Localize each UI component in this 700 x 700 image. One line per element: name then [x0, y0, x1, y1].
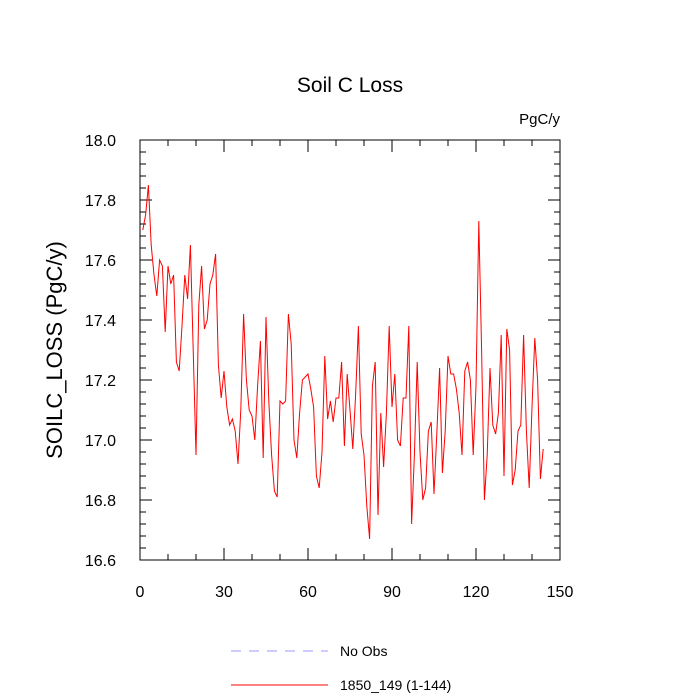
y-tick-label: 17.6	[85, 253, 116, 270]
y-tick-label: 18.0	[85, 133, 116, 150]
x-tick-label: 30	[215, 584, 233, 601]
plot-frame	[139, 139, 561, 561]
x-tick-label: 60	[299, 584, 317, 601]
x-tick-label: 90	[383, 584, 401, 601]
y-tick-label: 16.6	[85, 553, 116, 570]
y-tick-label: 17.2	[85, 373, 116, 390]
y-tick-label: 17.4	[85, 313, 116, 330]
tick-labels: 0 30 60 90 120 150 16.6 16.8 17.0 17.2 17.4 17.6 17.…	[85, 133, 574, 601]
legend: No Obs 1850_149 (1-144)	[231, 643, 451, 693]
data-series	[142, 184, 544, 540]
y-tick-label: 16.8	[85, 493, 116, 510]
legend-series-label: 1850_149 (1-144)	[340, 677, 451, 693]
x-tick-label: 120	[463, 584, 490, 601]
units-label: PgC/y	[519, 111, 560, 128]
y-axis-label: SOILC_LOSS (PgC/y)	[42, 241, 67, 459]
y-tick-label: 17.8	[85, 193, 116, 210]
axis-ticks	[139, 139, 561, 561]
x-tick-label: 150	[547, 584, 574, 601]
y-tick-label: 17.0	[85, 433, 116, 450]
chart-title: Soil C Loss	[297, 74, 403, 97]
series-line	[142, 184, 544, 540]
legend-no-obs-label: No Obs	[340, 643, 387, 659]
x-tick-label: 0	[136, 584, 145, 601]
